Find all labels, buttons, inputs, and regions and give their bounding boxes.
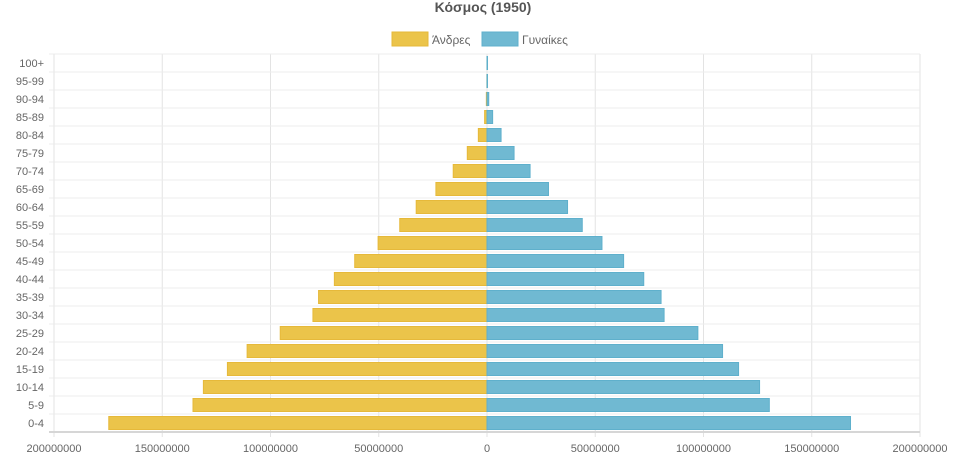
x-tick-label: 150000000: [135, 443, 190, 455]
bar-female-90-94[interactable]: [486, 92, 490, 106]
bar-male-25-29[interactable]: [279, 326, 488, 340]
y-tick-label: 60-64: [16, 202, 44, 214]
bar-male-40-44[interactable]: [333, 272, 488, 286]
x-tick-label: 200000000: [892, 443, 947, 455]
bar-male-20-24[interactable]: [246, 344, 488, 358]
y-tick-label: 5-9: [28, 400, 44, 412]
bar-male-5-9[interactable]: [192, 398, 488, 412]
x-tick-label: 50000000: [354, 443, 403, 455]
y-tick-label: 80-84: [16, 130, 44, 142]
x-tick-label: 50000000: [571, 443, 620, 455]
y-tick-label: 25-29: [16, 328, 44, 340]
bar-male-70-74[interactable]: [452, 164, 488, 178]
y-tick-label: 20-24: [16, 346, 44, 358]
chart-title: Κόσμος (1950): [435, 0, 532, 15]
bar-male-35-39[interactable]: [318, 290, 488, 304]
bar-female-45-49[interactable]: [486, 254, 625, 268]
bar-male-75-79[interactable]: [466, 146, 488, 160]
y-tick-label: 100+: [19, 58, 44, 70]
bar-female-85-89[interactable]: [486, 110, 494, 124]
bar-male-80-84[interactable]: [477, 128, 488, 142]
bar-female-60-64[interactable]: [486, 200, 569, 214]
bar-male-65-69[interactable]: [435, 182, 488, 196]
bar-male-0-4[interactable]: [108, 416, 488, 430]
legend-label-0[interactable]: Άνδρες: [432, 33, 471, 47]
y-tick-label: 55-59: [16, 220, 44, 232]
legend-swatch-1[interactable]: [481, 31, 519, 47]
bar-female-80-84[interactable]: [486, 128, 502, 142]
y-tick-label: 75-79: [16, 148, 44, 160]
bar-female-10-14[interactable]: [486, 380, 761, 394]
y-tick-label: 65-69: [16, 184, 44, 196]
bar-male-50-54[interactable]: [377, 236, 488, 250]
x-axis-labels: 200000000 150000000 100000000 50000000 0 5000…: [26, 443, 947, 455]
bar-female-70-74[interactable]: [486, 164, 531, 178]
bar-female-100+[interactable]: [486, 56, 488, 70]
bar-female-15-19[interactable]: [486, 362, 740, 376]
y-tick-label: 95-99: [16, 76, 44, 88]
bar-male-55-59[interactable]: [399, 218, 488, 232]
bar-female-30-34[interactable]: [486, 308, 665, 322]
x-tick-label: 0: [484, 443, 490, 455]
bar-female-40-44[interactable]: [486, 272, 645, 286]
y-tick-label: 85-89: [16, 112, 44, 124]
bar-female-75-79[interactable]: [486, 146, 515, 160]
x-tick-label: 200000000: [26, 443, 81, 455]
y-tick-label: 40-44: [16, 274, 44, 286]
x-tick-label: 100000000: [676, 443, 731, 455]
legend: Άνδρες Γυναίκες: [391, 31, 568, 47]
y-axis-labels: 100+ 95-99 90-94 85-89 80-84 75-79 70-74 65-69 6…: [16, 58, 44, 430]
y-tick-label: 10-14: [16, 382, 44, 394]
bar-female-5-9[interactable]: [486, 398, 770, 412]
y-tick-label: 30-34: [16, 310, 44, 322]
bar-female-95-99[interactable]: [486, 74, 488, 88]
x-tick-label: 100000000: [243, 443, 298, 455]
bar-female-20-24[interactable]: [486, 344, 724, 358]
bar-female-0-4[interactable]: [486, 416, 852, 430]
y-tick-label: 45-49: [16, 256, 44, 268]
bar-female-50-54[interactable]: [486, 236, 603, 250]
y-tick-label: 0-4: [28, 418, 44, 430]
y-tick-label: 90-94: [16, 94, 44, 106]
y-tick-label: 50-54: [16, 238, 44, 250]
bar-male-30-34[interactable]: [312, 308, 488, 322]
bars: [108, 56, 852, 430]
y-tick-label: 70-74: [16, 166, 44, 178]
grid: [49, 53, 921, 437]
legend-label-1[interactable]: Γυναίκες: [522, 33, 568, 47]
y-tick-label: 15-19: [16, 364, 44, 376]
bar-male-10-14[interactable]: [202, 380, 488, 394]
x-tick-label: 150000000: [784, 443, 839, 455]
bar-female-35-39[interactable]: [486, 290, 662, 304]
bar-female-55-59[interactable]: [486, 218, 583, 232]
bar-female-65-69[interactable]: [486, 182, 549, 196]
y-tick-label: 35-39: [16, 292, 44, 304]
bar-male-45-49[interactable]: [354, 254, 488, 268]
bar-male-60-64[interactable]: [415, 200, 488, 214]
legend-swatch-0[interactable]: [391, 31, 429, 47]
bar-male-15-19[interactable]: [226, 362, 488, 376]
bar-female-25-29[interactable]: [486, 326, 699, 340]
